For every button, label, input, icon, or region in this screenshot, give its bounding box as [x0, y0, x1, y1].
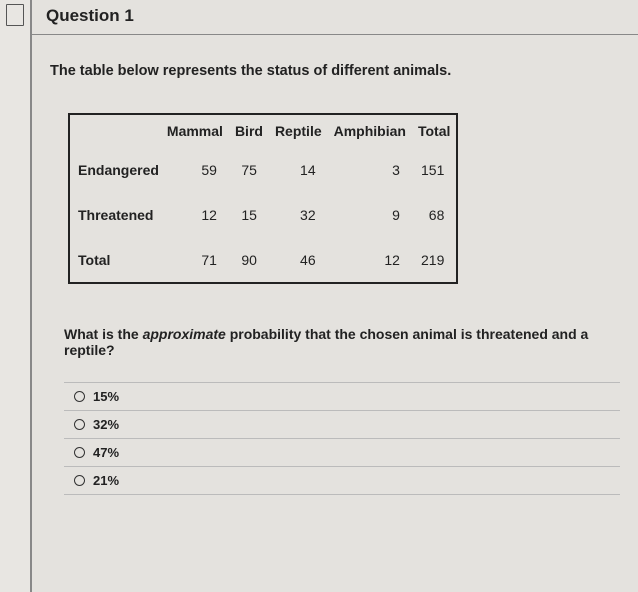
option-label: 32% [93, 417, 119, 432]
answer-options: 15% 32% 47% 21% [64, 382, 620, 495]
cell: 9 [328, 193, 412, 238]
col-amphibian: Amphibian [328, 114, 412, 148]
left-gutter [0, 0, 32, 592]
cell: 15 [229, 193, 269, 238]
cell: 90 [229, 238, 269, 284]
table-row: Endangered 59 75 14 3 151 [69, 148, 457, 193]
row-label: Threatened [69, 193, 161, 238]
document-icon [6, 4, 24, 26]
option-a[interactable]: 15% [64, 382, 620, 411]
cell: 14 [269, 148, 328, 193]
option-d[interactable]: 21% [64, 467, 620, 495]
cell: 3 [328, 148, 412, 193]
question-header: Question 1 [32, 0, 638, 35]
cell: 32 [269, 193, 328, 238]
radio-icon [74, 419, 85, 430]
option-label: 15% [93, 389, 119, 404]
option-b[interactable]: 32% [64, 411, 620, 439]
cell: 151 [412, 148, 457, 193]
table-row: Threatened 12 15 32 9 68 [69, 193, 457, 238]
radio-icon [74, 391, 85, 402]
question-prefix: What is the [64, 326, 143, 342]
question-em: approximate [143, 326, 226, 342]
col-bird: Bird [229, 114, 269, 148]
col-total: Total [412, 114, 457, 148]
col-reptile: Reptile [269, 114, 328, 148]
cell: 46 [269, 238, 328, 284]
col-mammal: Mammal [161, 114, 229, 148]
radio-icon [74, 475, 85, 486]
option-c[interactable]: 47% [64, 439, 620, 467]
question-title: Question 1 [46, 6, 134, 25]
row-label: Endangered [69, 148, 161, 193]
main-content: Question 1 The table below represents th… [32, 0, 638, 592]
radio-icon [74, 447, 85, 458]
cell: 71 [161, 238, 229, 284]
table-row: Total 71 90 46 12 219 [69, 238, 457, 284]
prompt-text: The table below represents the status of… [50, 63, 620, 79]
row-label: Total [69, 238, 161, 284]
animal-status-table: Mammal Bird Reptile Amphibian Total Enda… [68, 113, 458, 284]
cell: 12 [328, 238, 412, 284]
cell: 68 [412, 193, 457, 238]
option-label: 21% [93, 473, 119, 488]
cell: 75 [229, 148, 269, 193]
cell: 219 [412, 238, 457, 284]
col-blank [69, 114, 161, 148]
cell: 59 [161, 148, 229, 193]
question-text: What is the approximate probability that… [64, 326, 620, 358]
cell: 12 [161, 193, 229, 238]
option-label: 47% [93, 445, 119, 460]
table-header-row: Mammal Bird Reptile Amphibian Total [69, 114, 457, 148]
